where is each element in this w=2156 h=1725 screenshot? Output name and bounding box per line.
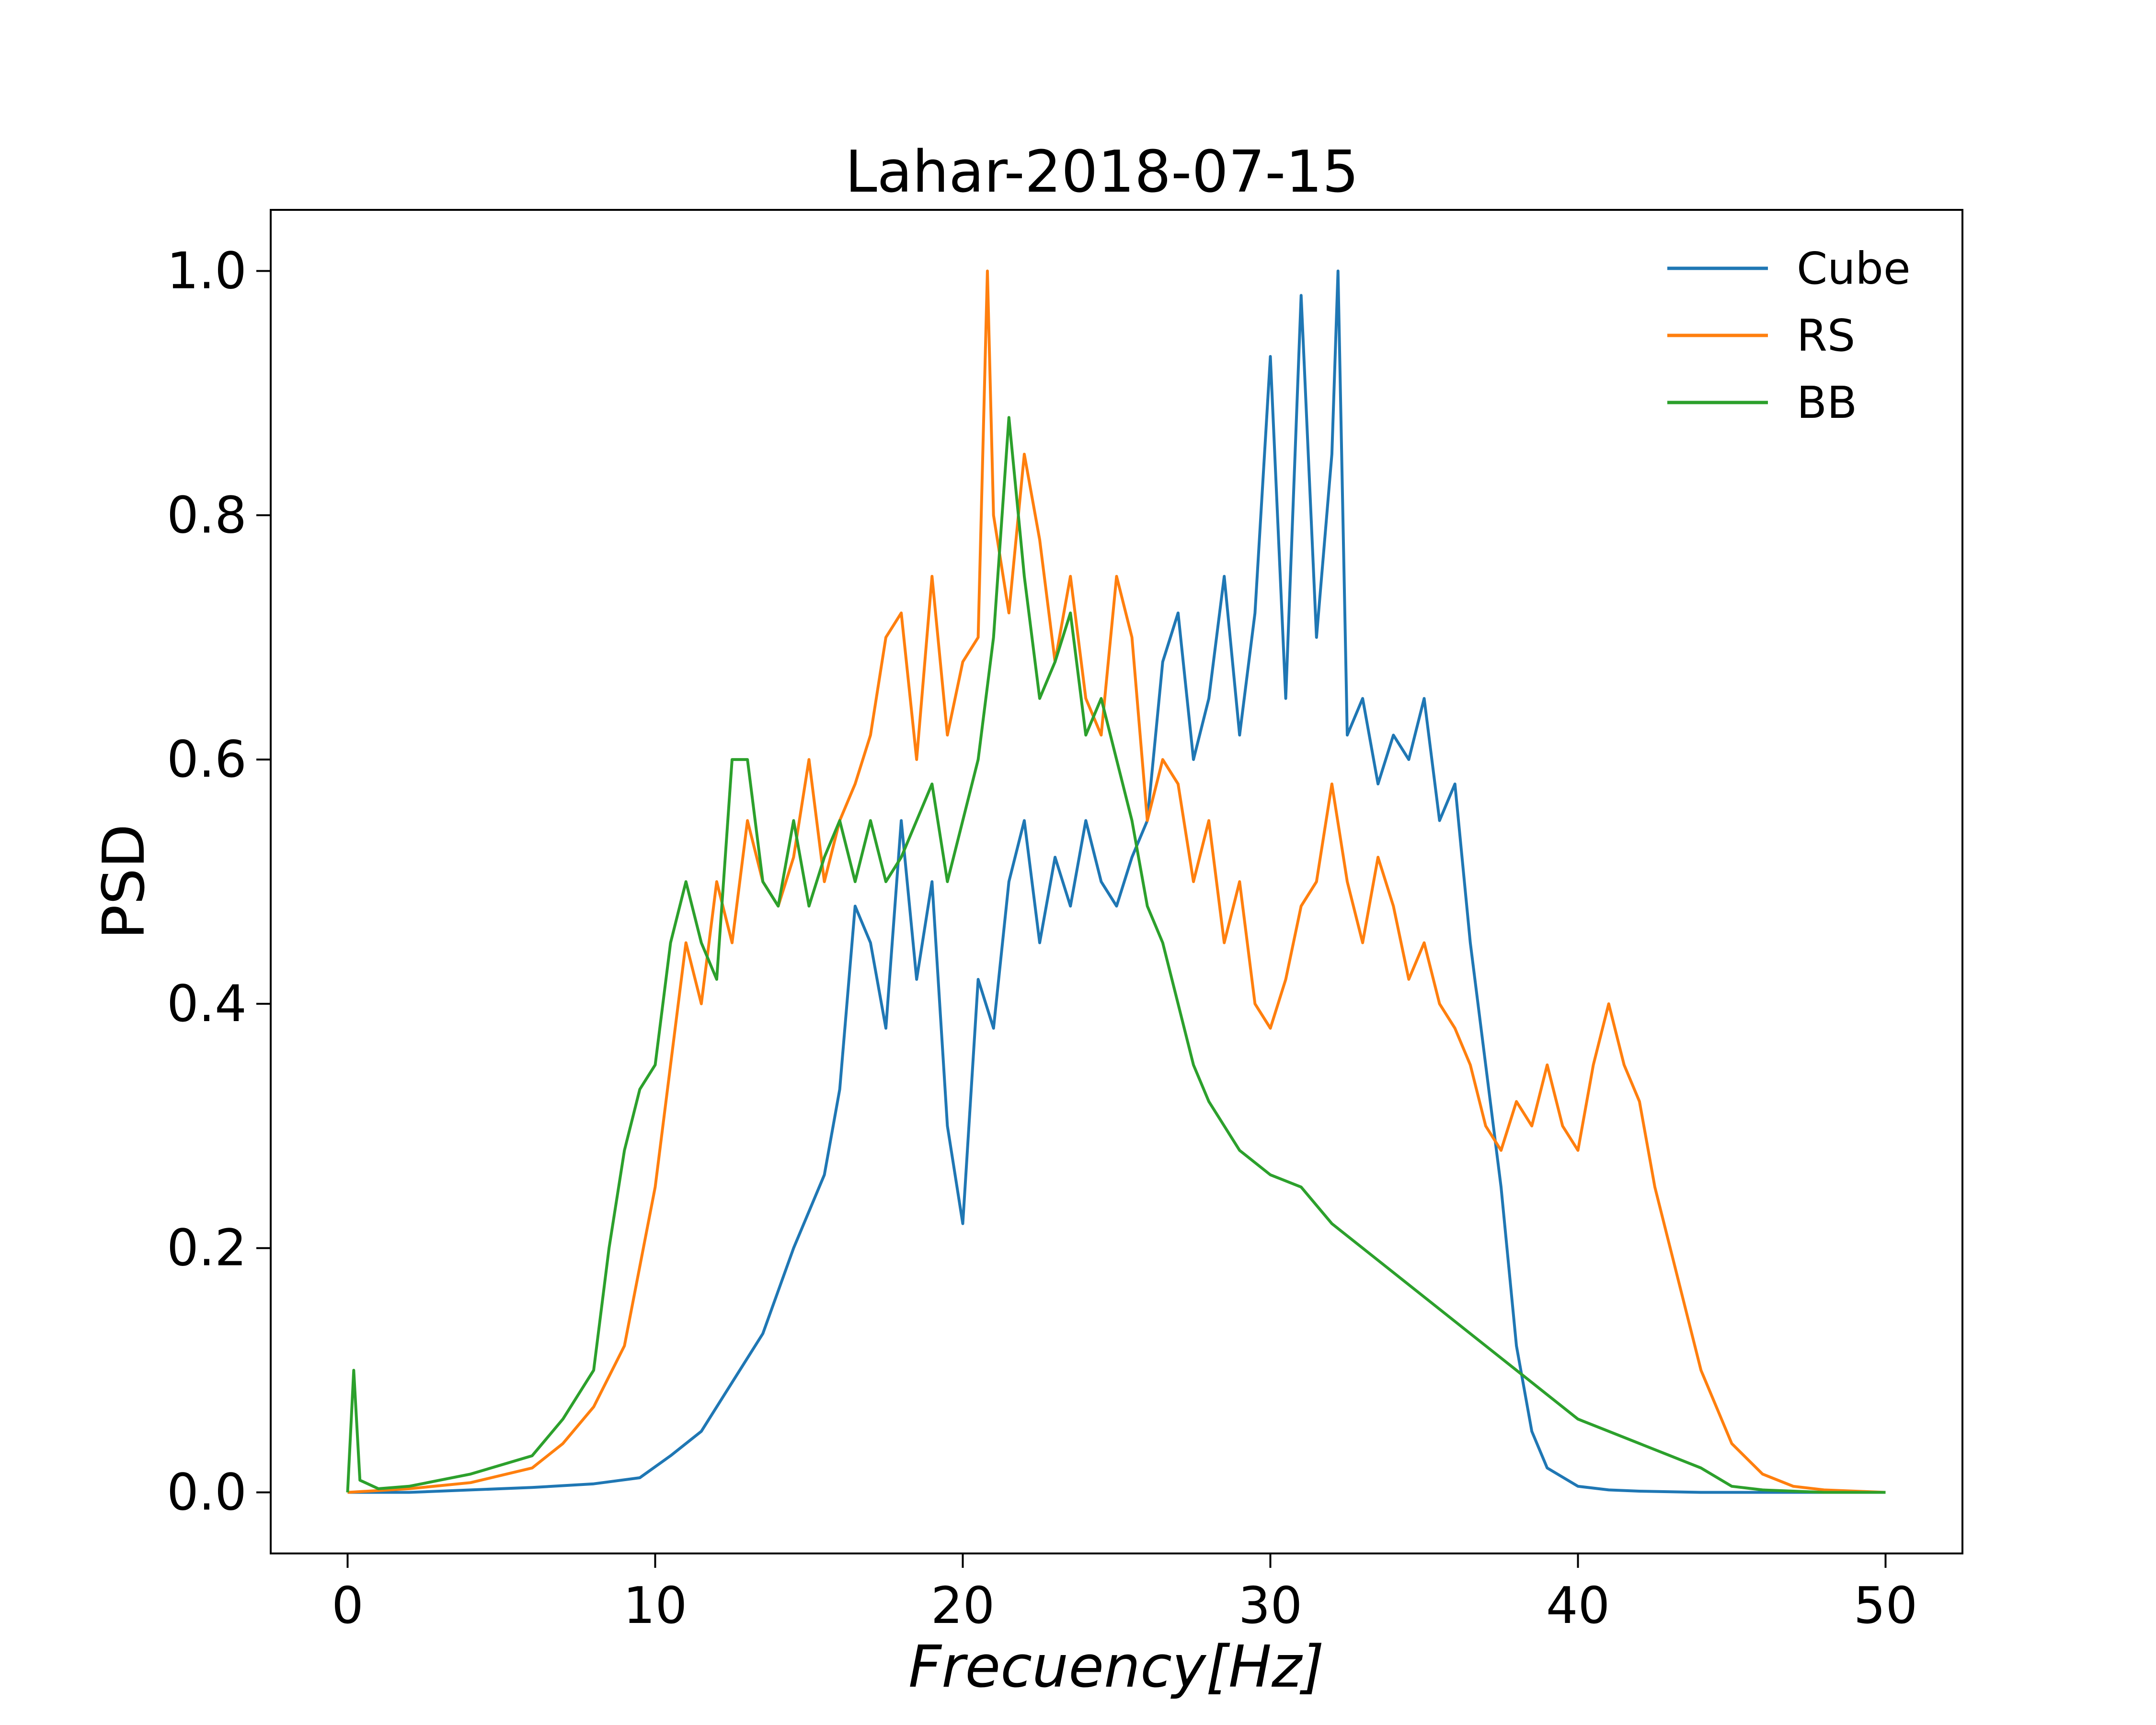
y-tick-label: 0.6 <box>167 730 247 789</box>
plot-area <box>270 209 1963 1554</box>
y-tick-label: 0.4 <box>167 975 247 1033</box>
x-axis-label: Frecuency[Hz] <box>908 1634 1324 1701</box>
y-tick-label: 0.0 <box>167 1463 247 1522</box>
y-axis-label: PSD <box>91 824 158 940</box>
x-tick-label: 50 <box>1854 1576 1918 1635</box>
x-tick-label: 0 <box>332 1576 364 1635</box>
axes-frame <box>270 209 1963 1554</box>
x-tick-label: 40 <box>1546 1576 1610 1635</box>
legend-label-bb: BB <box>1797 377 1857 428</box>
y-tick-label: 0.8 <box>167 486 247 544</box>
chart-title: Lahar-2018-07-15 <box>845 139 1359 206</box>
legend: Cube RS BB <box>1667 243 1911 428</box>
series-line-rs <box>347 269 1886 1494</box>
series-line-bb <box>346 416 1886 1494</box>
y-tick-label: 1.0 <box>167 242 247 300</box>
x-tick-label: 10 <box>623 1576 688 1635</box>
x-tick-label: 30 <box>1239 1576 1303 1635</box>
y-axis: 0.0 0.2 0.4 0.6 0.8 1.0 <box>167 242 271 1522</box>
series-layer <box>346 269 1886 1494</box>
series-line-cube <box>347 269 1886 1494</box>
legend-label-cube: Cube <box>1797 243 1911 294</box>
x-axis: 0 10 20 30 40 50 <box>332 1553 1917 1635</box>
y-tick-label: 0.2 <box>167 1219 247 1277</box>
legend-label-rs: RS <box>1797 310 1855 361</box>
x-tick-label: 20 <box>931 1576 995 1635</box>
